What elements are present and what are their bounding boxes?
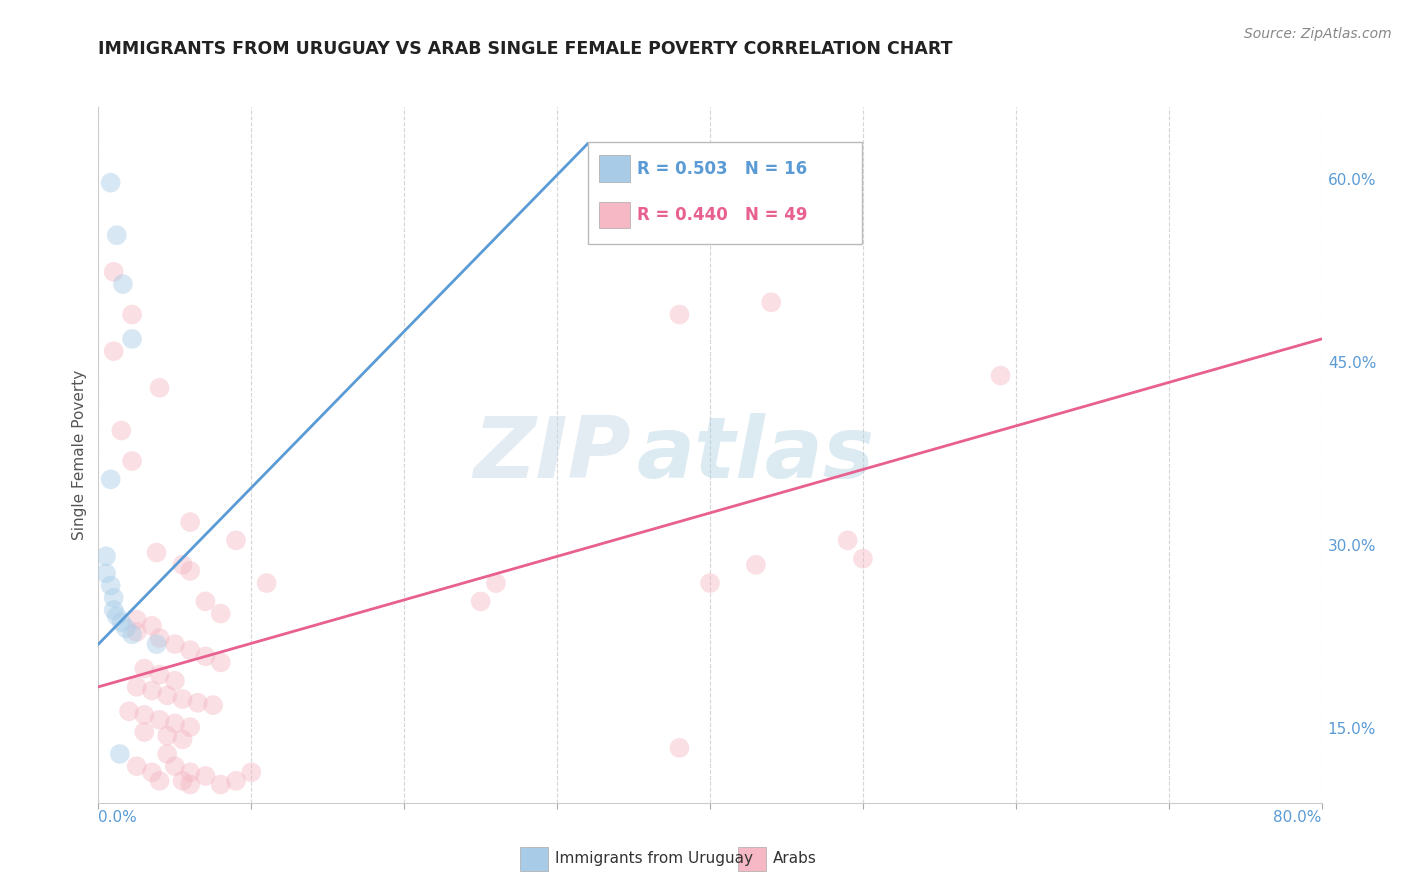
Point	[149, 773, 172, 788]
Point	[111, 277, 134, 291]
Point	[163, 637, 186, 651]
Point	[485, 576, 508, 591]
Text: IMMIGRANTS FROM URUGUAY VS ARAB SINGLE FEMALE POVERTY CORRELATION CHART: IMMIGRANTS FROM URUGUAY VS ARAB SINGLE F…	[98, 40, 953, 58]
Point	[105, 228, 128, 243]
Point	[990, 368, 1012, 383]
Point	[134, 707, 156, 722]
Point	[121, 308, 143, 322]
Point	[149, 631, 172, 645]
Text: R = 0.440   N = 49: R = 0.440 N = 49	[637, 206, 807, 224]
Point	[209, 777, 232, 791]
Text: R = 0.503   N = 16: R = 0.503 N = 16	[637, 160, 807, 178]
Point	[121, 627, 143, 641]
Point	[163, 716, 186, 731]
Point	[103, 591, 125, 605]
Point	[105, 609, 128, 624]
Point	[209, 656, 232, 670]
Point	[179, 765, 201, 780]
Text: 60.0%: 60.0%	[1327, 173, 1376, 188]
Point	[470, 594, 492, 608]
Point	[172, 732, 194, 747]
Point	[202, 698, 225, 713]
Text: 45.0%: 45.0%	[1327, 356, 1376, 371]
Point	[118, 704, 141, 718]
Point	[94, 549, 117, 564]
Point	[179, 515, 201, 529]
Point	[194, 594, 217, 608]
Point	[94, 566, 117, 581]
Point	[134, 661, 156, 675]
Point	[187, 696, 209, 710]
Point	[149, 381, 172, 395]
Text: 0.0%: 0.0%	[98, 810, 138, 825]
Point	[103, 603, 125, 617]
Point	[149, 713, 172, 727]
Point	[852, 551, 875, 566]
Point	[240, 765, 263, 780]
Point	[125, 680, 148, 694]
Point	[110, 615, 132, 629]
Point	[172, 773, 194, 788]
Point	[759, 295, 782, 310]
Point	[745, 558, 768, 572]
Point	[668, 740, 690, 755]
Point	[100, 176, 122, 190]
Point	[125, 624, 148, 639]
Point	[172, 558, 194, 572]
Point	[108, 747, 131, 761]
Point	[156, 729, 179, 743]
Point	[103, 265, 125, 279]
Point	[134, 725, 156, 739]
Text: 80.0%: 80.0%	[1274, 810, 1322, 825]
Point	[125, 759, 148, 773]
Point	[163, 759, 186, 773]
Point	[149, 667, 172, 681]
Point	[179, 564, 201, 578]
Point	[110, 424, 132, 438]
Point	[225, 773, 247, 788]
Point	[121, 454, 143, 468]
Point	[837, 533, 859, 548]
Point	[141, 765, 163, 780]
Text: atlas: atlas	[637, 413, 875, 497]
Y-axis label: Single Female Poverty: Single Female Poverty	[72, 370, 87, 540]
Point	[172, 692, 194, 706]
Point	[103, 344, 125, 359]
Point	[156, 689, 179, 703]
Point	[179, 777, 201, 791]
Point	[194, 649, 217, 664]
Point	[121, 332, 143, 346]
Point	[179, 643, 201, 657]
Text: ZIP: ZIP	[472, 413, 630, 497]
Point	[125, 613, 148, 627]
Point	[156, 747, 179, 761]
Point	[141, 683, 163, 698]
Text: 30.0%: 30.0%	[1327, 539, 1376, 554]
Point	[668, 308, 690, 322]
Point	[115, 621, 138, 635]
Point	[145, 545, 167, 559]
Point	[225, 533, 247, 548]
Point	[100, 472, 122, 486]
Text: Source: ZipAtlas.com: Source: ZipAtlas.com	[1244, 27, 1392, 41]
Text: Immigrants from Uruguay: Immigrants from Uruguay	[555, 852, 754, 866]
Point	[194, 769, 217, 783]
Point	[145, 637, 167, 651]
Point	[209, 607, 232, 621]
Point	[163, 673, 186, 688]
Text: 15.0%: 15.0%	[1327, 722, 1376, 737]
Point	[699, 576, 721, 591]
Text: Arabs: Arabs	[773, 852, 817, 866]
Point	[179, 720, 201, 734]
Point	[100, 578, 122, 592]
Point	[141, 619, 163, 633]
Point	[256, 576, 278, 591]
